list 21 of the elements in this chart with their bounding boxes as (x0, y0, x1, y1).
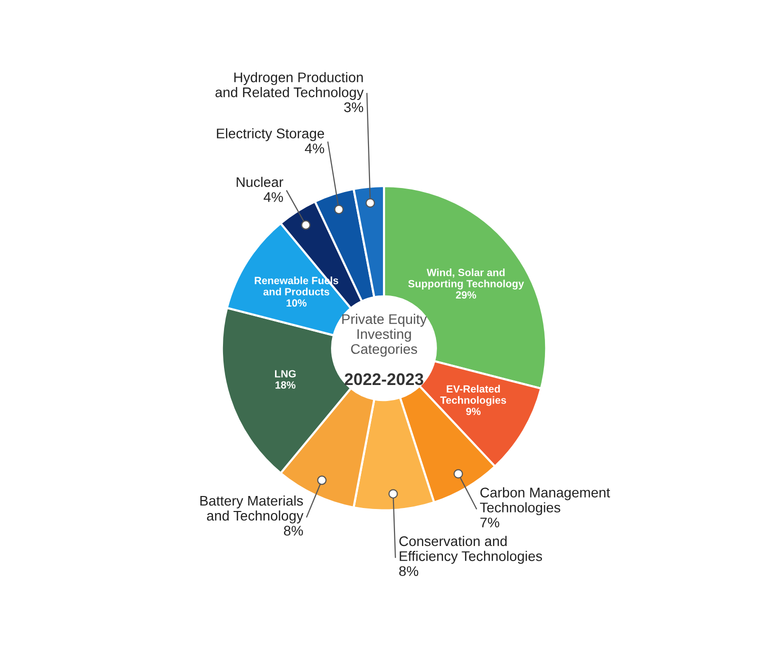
data-label: 4% (264, 192, 283, 202)
data-label: 18% (276, 381, 296, 389)
slice-label: Carbon Management Technologies (480, 487, 610, 516)
data-label: 8% (284, 526, 303, 536)
slice-label: LNG (275, 370, 296, 378)
data-label: 10% (286, 299, 307, 307)
slice-label: Conservation and Efficiency Technologies (399, 536, 542, 564)
slice-label: Electricty Storage (216, 128, 324, 142)
data-label: 8% (399, 566, 418, 576)
data-label: 3% (344, 102, 364, 112)
slice-label: Hydrogen Production and Related Technology (215, 72, 364, 100)
data-label: 4% (304, 144, 324, 154)
slice-label: Battery Materials and Technology (200, 495, 304, 524)
slice-label: Nuclear (236, 176, 284, 188)
data-label: 7% (480, 518, 500, 528)
data-label: 29% (456, 291, 476, 299)
text: Private Equity Investing Categories (342, 314, 427, 357)
slice-label: EV-Related Technologies (440, 384, 506, 406)
slice-label: Wind, Solar and Supporting Technology (408, 268, 524, 290)
data-label: 9% (466, 408, 481, 416)
text: 2022-2023 (344, 373, 424, 386)
